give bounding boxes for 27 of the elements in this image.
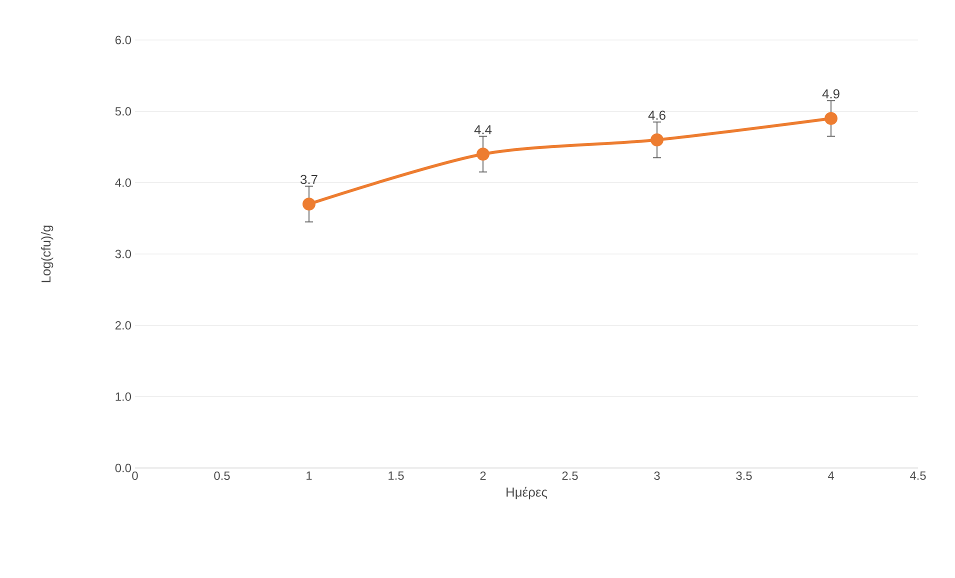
data-label: 3.7 [300, 174, 318, 184]
y-tick-label: 4.0 [115, 178, 132, 187]
y-tick-label: 5.0 [115, 107, 132, 116]
x-tick-label: 0.5 [214, 472, 230, 480]
data-label: 4.4 [474, 125, 492, 134]
x-tick-label: 1 [306, 472, 312, 480]
y-tick-label: 0.0 [115, 464, 132, 472]
x-tick-label: 4.5 [910, 472, 926, 480]
x-tick-label: 0 [132, 472, 138, 480]
x-tick-label: 2 [480, 472, 486, 480]
y-axis-title: Log(cfu)/g [41, 226, 54, 282]
y-tick-label: 1.0 [116, 392, 132, 401]
point [650, 133, 664, 146]
x-tick-label: 3.5 [736, 472, 752, 480]
point [302, 198, 316, 211]
y-tick-label: 3.0 [115, 250, 132, 258]
x-tick-label: 1.5 [388, 472, 404, 480]
point [824, 112, 838, 125]
point [476, 148, 490, 161]
y-tick-label: 2.0 [115, 321, 132, 330]
data-label: 4.6 [648, 110, 666, 120]
y-tick-label: 6.0 [115, 36, 132, 44]
x-axis-title: Ημέρες [506, 486, 548, 500]
x-tick-label: 2.5 [562, 472, 578, 480]
x-tick-label: 3 [654, 472, 660, 480]
x-tick-label: 4 [828, 472, 834, 480]
data-label: 4.9 [822, 89, 840, 98]
